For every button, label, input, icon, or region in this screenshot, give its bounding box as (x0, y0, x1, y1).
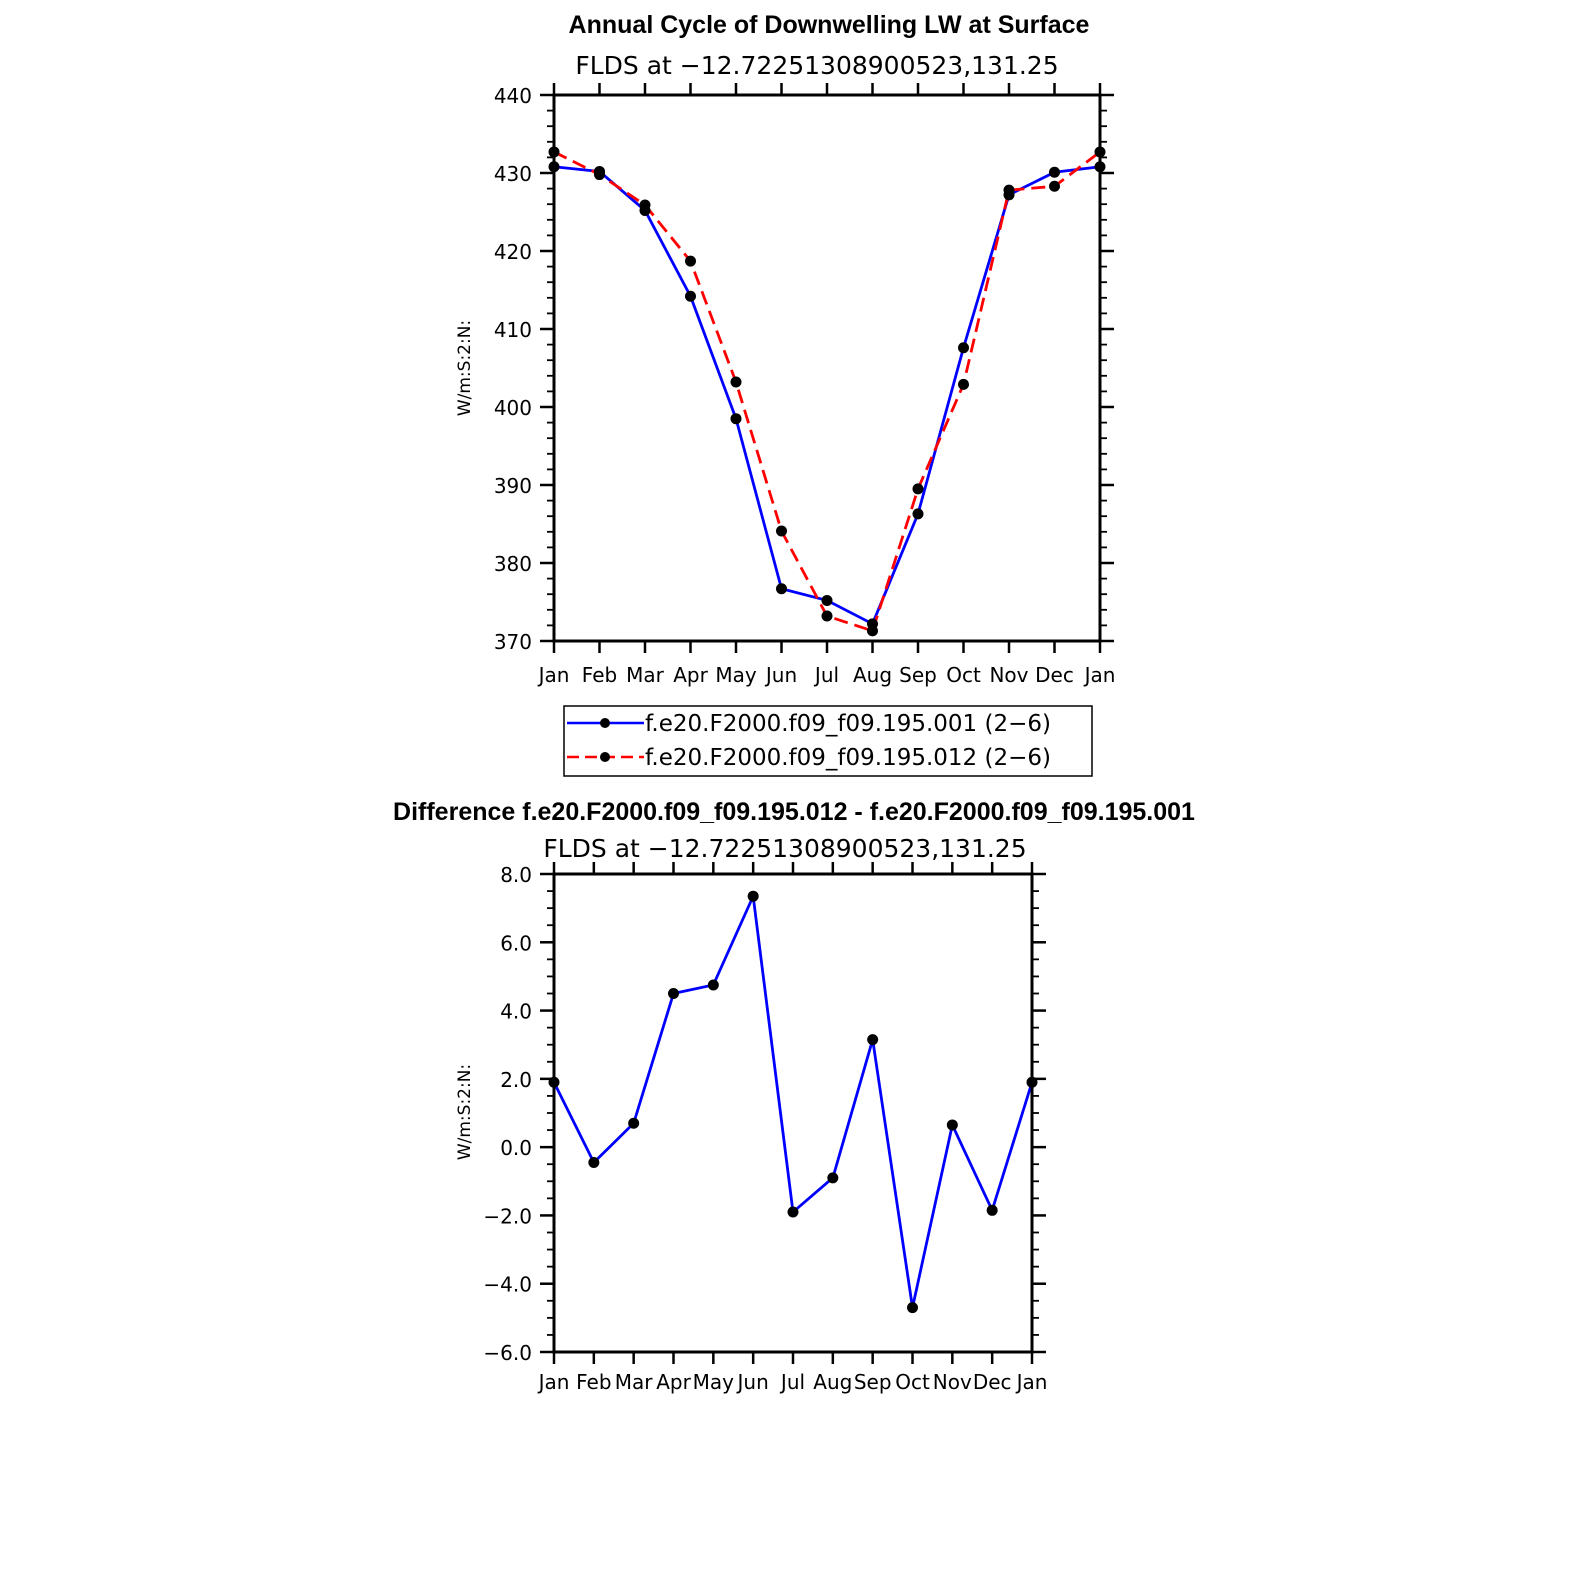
x-tick-label: Sep (854, 1370, 892, 1394)
y-tick-label: −2.0 (483, 1204, 532, 1228)
y-tick-label: 0.0 (500, 1136, 532, 1160)
data-point-series-1 (747, 890, 759, 902)
data-point-series-1 (958, 342, 969, 354)
data-point-series-1 (912, 508, 924, 520)
legend-label-series-1: f.e20.F2000.f09_f09.195.001 (2−6) (645, 711, 1051, 737)
data-point-series-2 (594, 169, 605, 181)
x-tick-label: Oct (895, 1370, 930, 1394)
chart-title: Difference f.e20.F2000.f09_f09.195.012 -… (393, 798, 1195, 826)
x-tick-label: Jan (537, 1370, 570, 1394)
series-line-2 (553, 150, 1101, 633)
x-tick-label: Jan (537, 663, 570, 687)
y-tick-label: 420 (494, 240, 532, 264)
data-point-series-1 (730, 413, 742, 425)
data-point-series-2 (912, 483, 924, 495)
x-tick-label: Jul (813, 663, 839, 687)
x-tick-label: Jun (736, 1370, 769, 1394)
chart-title: Annual Cycle of Downwelling LW at Surfac… (569, 11, 1090, 39)
data-point-series-2 (730, 376, 742, 388)
chart-subtitle: FLDS at −12.72251308900523,131.25 (575, 51, 1058, 80)
legend-box (563, 705, 1093, 777)
x-tick-label: Jun (764, 663, 797, 687)
data-point-series-1 (986, 1204, 998, 1216)
y-tick-label: 430 (494, 162, 532, 186)
data-point-series-1 (707, 979, 719, 991)
difference-chart: Difference f.e20.F2000.f09_f09.195.012 -… (393, 798, 1195, 1394)
data-point-series-2 (639, 199, 651, 211)
series-line-1 (553, 165, 1101, 626)
annual-cycle-chart: Annual Cycle of Downwelling LW at Surfac… (455, 11, 1115, 687)
data-point-series-1 (588, 1157, 600, 1169)
data-point-series-1 (907, 1302, 918, 1314)
y-tick-label: 8.0 (500, 863, 532, 887)
data-point-series-1 (827, 1172, 839, 1184)
data-point-series-1 (628, 1117, 640, 1129)
x-tick-label: Mar (626, 663, 665, 687)
data-point-series-2 (867, 625, 878, 637)
x-tick-label: Oct (946, 663, 981, 687)
y-tick-label: 410 (494, 318, 532, 342)
x-tick-label: Nov (933, 1370, 972, 1394)
x-tick-label: Feb (582, 663, 617, 687)
chart-subtitle: FLDS at −12.72251308900523,131.25 (543, 834, 1026, 863)
y-axis-label: W/m:S:2:N: (455, 1064, 475, 1160)
y-tick-label: −6.0 (483, 1341, 532, 1365)
y-tick-label: 2.0 (500, 1068, 532, 1092)
x-tick-label: Jan (1083, 663, 1116, 687)
y-axis-label: W/m:S:2:N: (455, 320, 475, 416)
x-tick-label: Apr (656, 1370, 691, 1394)
data-point-series-1 (776, 583, 787, 595)
x-tick-label: Dec (973, 1370, 1012, 1394)
x-tick-label: Jan (1015, 1370, 1048, 1394)
series-line-1 (552, 891, 1034, 1308)
data-point-series-1 (1049, 166, 1060, 178)
y-tick-label: −4.0 (483, 1273, 532, 1297)
data-point-series-2 (776, 525, 787, 537)
x-tick-label: Nov (989, 663, 1028, 687)
y-tick-label: 440 (494, 84, 532, 108)
y-tick-label: 380 (494, 552, 532, 576)
data-point-series-1 (821, 594, 833, 606)
x-tick-label: May (715, 663, 757, 687)
plot-frame (552, 93, 1102, 643)
y-tick-label: 390 (494, 474, 532, 498)
data-point-series-2 (1003, 184, 1015, 196)
legend-marker-series-1 (600, 718, 610, 728)
legend-marker-series-2 (600, 752, 610, 762)
x-tick-label: Sep (899, 663, 937, 687)
data-point-series-1 (867, 1034, 879, 1046)
x-tick-label: Jul (779, 1370, 805, 1394)
x-tick-label: Aug (813, 1370, 852, 1394)
data-point-series-2 (958, 378, 969, 390)
y-tick-label: 400 (494, 396, 532, 420)
data-point-series-2 (685, 255, 696, 267)
x-tick-label: Mar (615, 1370, 654, 1394)
plot-frame (552, 872, 1034, 1354)
y-tick-label: 6.0 (500, 931, 532, 955)
data-point-series-1 (685, 290, 696, 302)
data-point-series-1 (787, 1206, 799, 1218)
data-point-series-1 (668, 988, 679, 999)
data-point-series-1 (946, 1119, 958, 1131)
x-tick-label: Feb (576, 1370, 611, 1394)
x-tick-label: May (693, 1370, 735, 1394)
legend-label-series-2: f.e20.F2000.f09_f09.195.012 (2−6) (645, 745, 1051, 771)
data-point-series-2 (821, 610, 833, 622)
x-tick-label: Dec (1035, 663, 1074, 687)
x-tick-label: Aug (853, 663, 892, 687)
x-tick-label: Apr (673, 663, 708, 687)
data-point-series-2 (1049, 180, 1060, 192)
y-tick-label: 370 (494, 630, 532, 654)
y-tick-label: 4.0 (500, 1000, 532, 1024)
legend: f.e20.F2000.f09_f09.195.001 (2−6) f.e20.… (563, 705, 1093, 777)
